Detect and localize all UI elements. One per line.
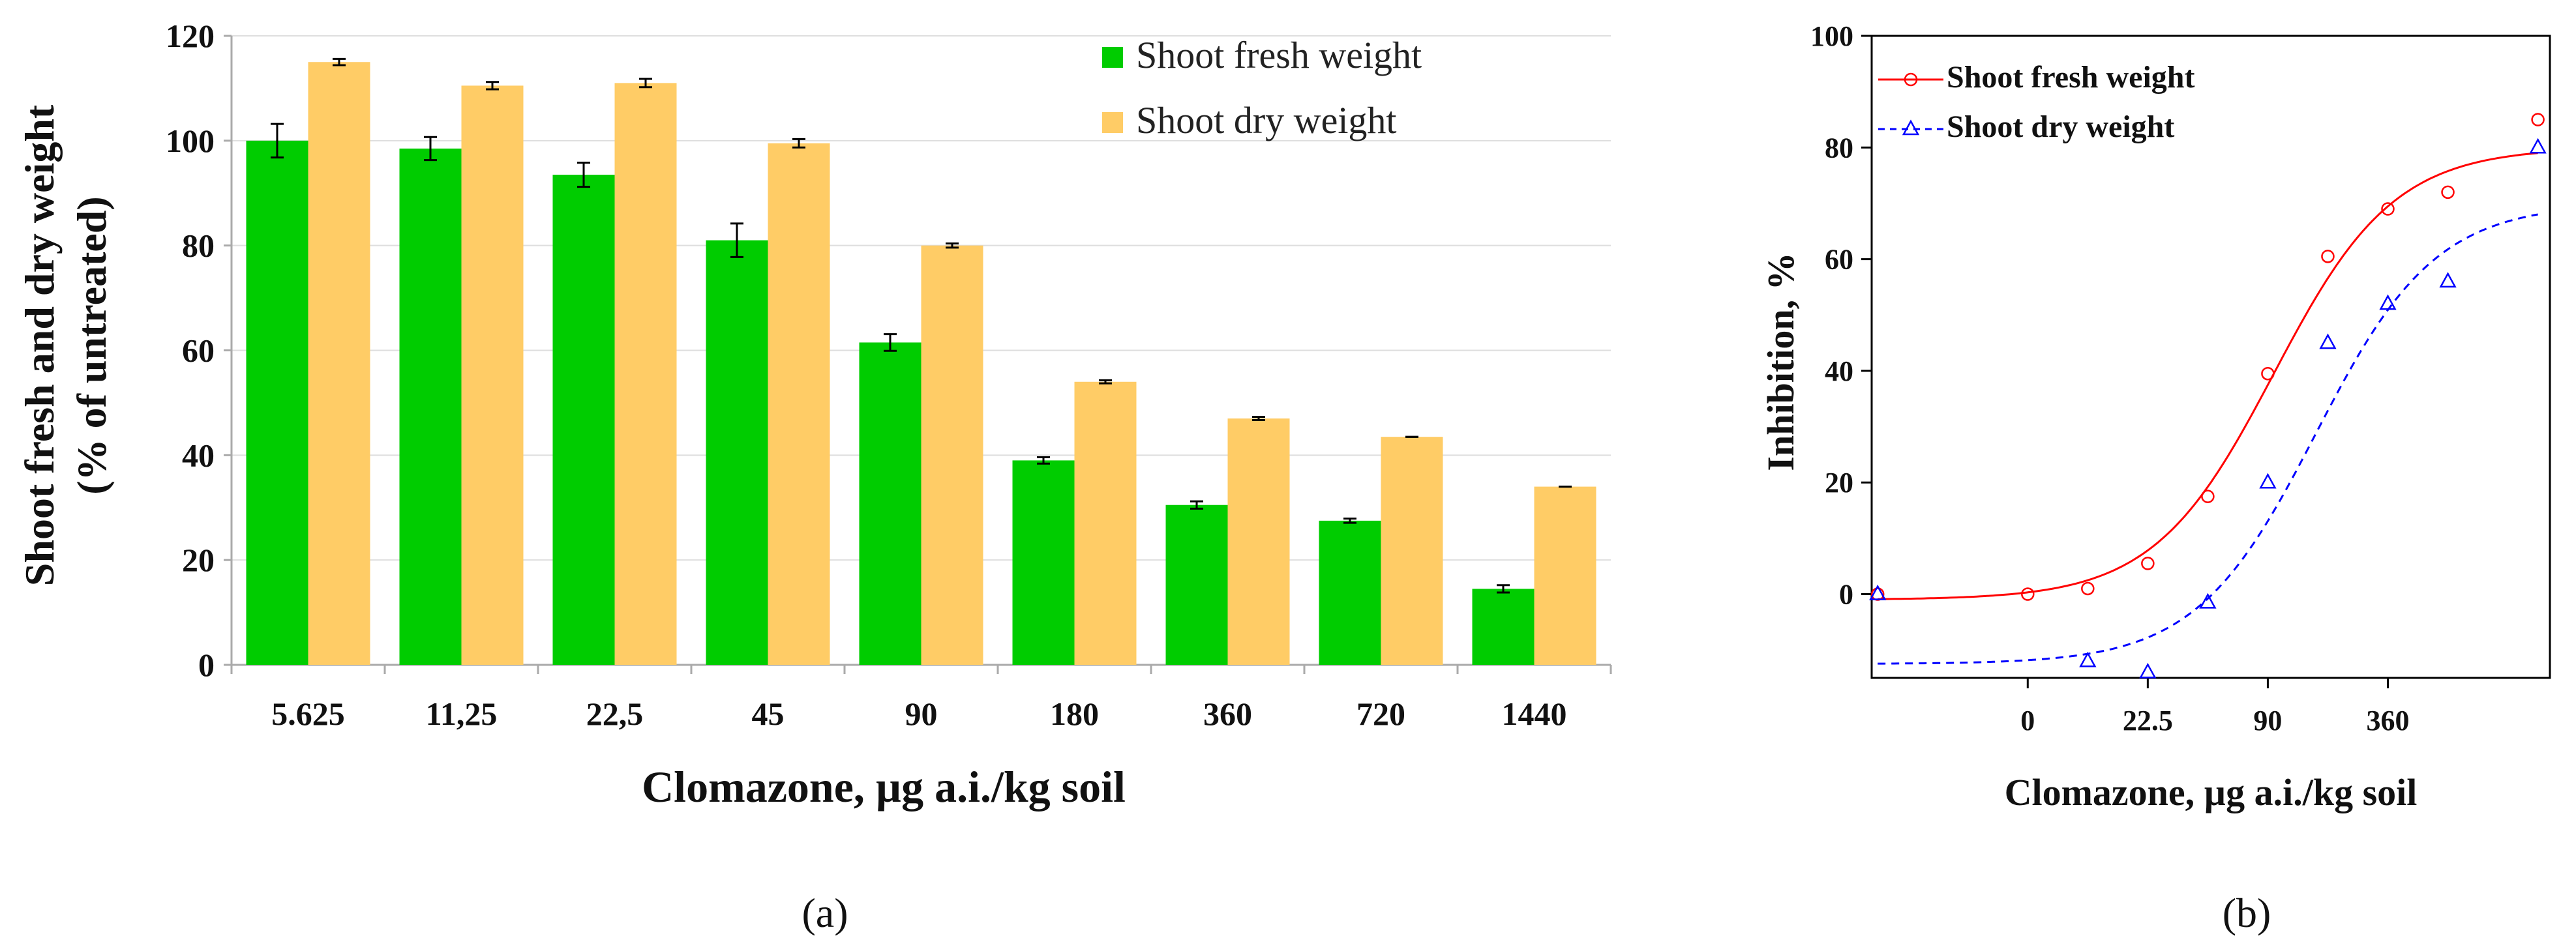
point-fresh-weight — [2261, 366, 2275, 381]
point-fresh-weight — [2381, 202, 2395, 216]
x-tick-label: 180 — [1050, 695, 1099, 732]
y-tick-label: 0 — [1839, 579, 1853, 611]
bar-dry-weight — [1227, 418, 1290, 665]
dose-response-points — [1869, 113, 2547, 679]
bar-dry-weight — [1534, 486, 1596, 665]
bar-chart-bars — [246, 62, 1596, 666]
bar-dry-weight — [308, 62, 370, 666]
legend-label-dry-b: Shoot dry weight — [1947, 110, 2174, 144]
bar-fresh-weight — [1165, 505, 1228, 665]
bar-fresh-weight — [399, 148, 462, 666]
dose-response-y-ticks: 0 20 40 60 80 100 — [1810, 20, 1872, 611]
point-dry-weight — [2319, 333, 2337, 349]
bar-fresh-weight — [706, 240, 768, 665]
y-tick-label: 0 — [198, 647, 215, 683]
point-fresh-weight — [2201, 490, 2215, 503]
bar-fresh-weight — [552, 175, 615, 666]
y-tick-label: 20 — [1825, 467, 1853, 499]
point-fresh-weight — [2141, 557, 2155, 570]
y-tick-label: 100 — [166, 123, 215, 159]
bar-chart-panel: 0 20 40 60 80 100 120 5.625 11,25 22,5 45 90 180 360… — [16, 18, 1612, 936]
point-dry-weight — [2139, 662, 2157, 679]
bar-chart-y-ticks: 0 20 40 60 80 100 120 — [166, 18, 232, 683]
legend-swatch-dry — [1102, 112, 1123, 133]
bar-fresh-weight — [859, 342, 921, 665]
x-tick-label: 90 — [2253, 705, 2282, 737]
dose-response-x-label: Clomazone, µg a.i./kg soil — [2005, 771, 2418, 813]
legend-label-dry: Shoot dry weight — [1136, 99, 1397, 141]
y-tick-label: 60 — [182, 332, 215, 369]
x-tick-label: 720 — [1356, 695, 1405, 732]
panel-label-a: (a) — [801, 890, 848, 936]
point-dry-weight — [2439, 272, 2457, 288]
bar-chart-x-label: Clomazone, µg a.i./kg soil — [642, 762, 1126, 812]
point-fresh-weight — [2081, 581, 2095, 596]
y-tick-label: 120 — [166, 18, 215, 54]
x-tick-label: 90 — [905, 695, 938, 732]
y-tick-label: 40 — [182, 437, 215, 473]
dose-response-frame — [1870, 35, 2551, 679]
dose-response-y-label: Inhibition, % — [1760, 252, 1802, 471]
bar-chart-error-bars — [271, 57, 1572, 594]
x-tick-label: 45 — [752, 695, 785, 732]
point-fresh-weight — [2021, 587, 2035, 601]
dose-response-legend: Shoot fresh weight Shoot dry weight — [1878, 60, 2194, 144]
legend-marker-dry — [1902, 119, 1920, 136]
point-dry-weight — [2379, 294, 2397, 310]
point-dry-weight — [2079, 651, 2097, 667]
bar-dry-weight — [614, 83, 677, 665]
y-tick-label: 40 — [1825, 355, 1853, 387]
bar-dry-weight — [1381, 437, 1443, 665]
legend-label-fresh: Shoot fresh weight — [1136, 34, 1422, 76]
bar-dry-weight — [1074, 381, 1137, 665]
bar-chart-x-ticks: 5.625 11,25 22,5 45 90 180 360 720 1440 — [230, 665, 1612, 732]
bar-chart-y-label-line1: Shoot fresh and dry weight — [16, 104, 63, 586]
x-tick-label: 22,5 — [586, 695, 644, 732]
x-tick-label: 11,25 — [426, 695, 498, 732]
fit-curve-dry — [1878, 213, 2538, 665]
dose-response-x-ticks: 0 22.5 90 360 — [2020, 678, 2410, 737]
bar-dry-weight — [921, 245, 983, 666]
legend-marker-fresh — [1904, 72, 1918, 87]
x-tick-label: 360 — [1203, 695, 1252, 732]
panel-label-b: (b) — [2223, 890, 2271, 936]
legend-swatch-fresh — [1102, 47, 1123, 68]
y-tick-label: 80 — [1825, 132, 1853, 164]
y-tick-label: 80 — [182, 227, 215, 264]
dose-response-panel: 0 20 40 60 80 100 0 22.5 90 360 Shoot fresh weig… — [1760, 20, 2551, 936]
bar-chart-legend: Shoot fresh weight Shoot dry weight — [1102, 34, 1422, 141]
point-fresh-weight — [2441, 185, 2455, 199]
point-dry-weight — [2259, 473, 2277, 489]
x-tick-label: 5.625 — [271, 695, 345, 732]
x-tick-label: 0 — [2020, 705, 2035, 737]
bar-chart-y-label-line2: (% of untreated) — [68, 196, 115, 494]
x-tick-label: 22.5 — [2123, 705, 2173, 737]
bar-fresh-weight — [246, 140, 308, 666]
fit-curve-fresh — [1878, 152, 2538, 600]
point-dry-weight — [1869, 584, 1887, 600]
bar-dry-weight — [461, 85, 524, 666]
point-dry-weight — [2199, 593, 2217, 609]
y-tick-label: 20 — [182, 542, 215, 578]
bar-fresh-weight — [1472, 589, 1535, 665]
point-fresh-weight — [2321, 250, 2335, 263]
point-dry-weight — [2529, 138, 2547, 154]
point-fresh-weight — [2531, 113, 2545, 126]
bar-fresh-weight — [1319, 520, 1381, 665]
bar-dry-weight — [768, 143, 830, 665]
bar-fresh-weight — [1012, 460, 1075, 665]
dose-response-fit-curves — [1878, 152, 2538, 665]
y-tick-label: 100 — [1810, 20, 1853, 52]
x-tick-label: 360 — [2367, 705, 2410, 737]
x-tick-label: 1440 — [1502, 695, 1567, 732]
y-tick-label: 60 — [1825, 244, 1853, 276]
legend-label-fresh-b: Shoot fresh weight — [1947, 60, 2194, 95]
